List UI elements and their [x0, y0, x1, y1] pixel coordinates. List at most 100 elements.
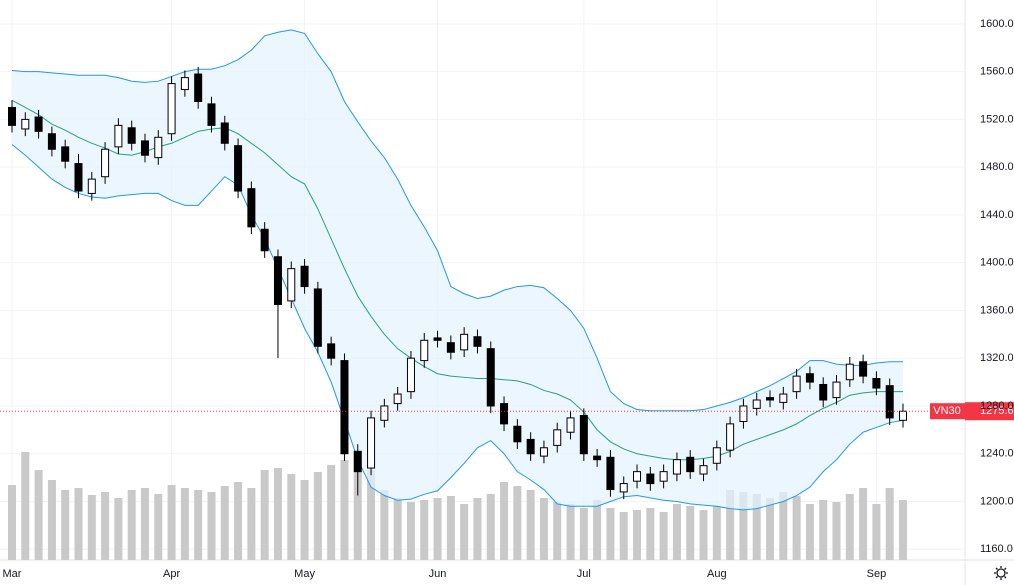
candle-body	[752, 399, 761, 409]
gear-teeth[interactable]	[994, 566, 1008, 580]
candle-body	[712, 447, 721, 464]
y-tick-label: 1480.0	[980, 161, 1014, 173]
gear[interactable]	[996, 568, 1006, 578]
volume-bar	[34, 470, 43, 560]
candle-body	[739, 405, 748, 422]
candle-body	[659, 471, 668, 482]
candle-body	[353, 450, 362, 473]
volume-bar	[460, 504, 469, 560]
volume-bar	[167, 485, 176, 560]
volume-bar	[712, 506, 721, 560]
volume-bar	[752, 494, 761, 560]
y-tick-label: 1520.0	[980, 113, 1014, 125]
candle-body	[74, 163, 83, 192]
volume-bar	[247, 488, 256, 560]
volume-bar	[686, 506, 695, 560]
candle-body	[21, 118, 30, 130]
candle-body	[872, 378, 881, 389]
candle-body	[460, 333, 469, 351]
candle-body	[367, 417, 376, 469]
volume-bar	[606, 508, 615, 560]
candle-body	[539, 447, 548, 457]
settings-icon[interactable]	[994, 566, 1008, 580]
candle-body	[300, 265, 309, 288]
volume-bar	[353, 450, 362, 560]
volume-bar	[473, 498, 482, 560]
y-tick-label: 1280.0	[980, 400, 1014, 412]
candle-body	[154, 136, 163, 159]
volume-bar	[699, 510, 708, 560]
volume-bar	[234, 482, 243, 560]
volume-bar	[327, 465, 336, 560]
volume-bar	[207, 492, 216, 560]
candle-body	[885, 385, 894, 419]
candle-body	[340, 360, 349, 455]
volume-bar	[154, 494, 163, 560]
candle-body	[486, 348, 495, 407]
candle-body	[393, 393, 402, 405]
y-tick-label: 1160.0	[980, 543, 1013, 555]
volume-bar	[260, 470, 269, 560]
volume-bar	[406, 502, 415, 560]
volume-bar	[899, 500, 907, 560]
y-tick-label: 1240.0	[980, 448, 1014, 460]
volume-bar	[779, 492, 788, 560]
volume-bar	[486, 494, 495, 560]
volume-bar	[220, 486, 229, 560]
volume-bar	[140, 488, 149, 560]
volume-bar	[47, 480, 56, 560]
volume-bar	[194, 490, 203, 560]
candle-body	[606, 456, 615, 491]
y-tick-label: 1320.0	[980, 352, 1014, 364]
candle-body	[420, 339, 429, 362]
volume-bar	[393, 498, 402, 560]
candle-body	[140, 140, 149, 156]
candle-body	[8, 106, 16, 126]
candle-body	[726, 423, 735, 451]
x-tick-label: Sep	[867, 568, 887, 580]
candle-body	[792, 375, 801, 393]
candle-body	[260, 228, 269, 252]
x-tick-label: Mar	[3, 568, 22, 580]
candle-body	[47, 133, 56, 150]
x-tick-label: May	[294, 568, 315, 580]
volume-bar	[340, 460, 349, 560]
candle-body	[526, 438, 535, 455]
candle-body	[101, 148, 110, 178]
volume-bar	[180, 488, 189, 560]
volume-bar	[61, 490, 70, 560]
x-tick-label: Jul	[577, 568, 591, 580]
volume-bar	[832, 502, 841, 560]
volume-bar	[805, 504, 814, 560]
candle-body	[859, 361, 868, 377]
band-fill	[12, 29, 903, 510]
volume-bar	[646, 508, 655, 560]
y-tick-label: 1600.0	[980, 18, 1014, 30]
band-upper	[11, 29, 903, 412]
candle-body	[220, 122, 229, 144]
candle-body	[686, 456, 695, 473]
volume-bar	[21, 452, 30, 560]
candle-body	[234, 145, 243, 192]
volume-bar	[87, 495, 96, 560]
candle-body	[406, 357, 415, 393]
candle-body	[566, 417, 575, 433]
price-tag	[965, 402, 1014, 421]
candle-body	[779, 393, 788, 403]
candle-body	[766, 397, 775, 401]
volume-bar	[819, 500, 828, 560]
y-tick-label: 1440.0	[980, 209, 1014, 221]
candle-body	[167, 83, 176, 135]
volume-bar	[74, 488, 83, 560]
volume-bar	[380, 490, 389, 560]
volume-bar	[579, 508, 588, 560]
volume-bar	[672, 504, 681, 560]
axis-layer: 1160.0 1200.0 1240.0 1280.0 1320.0 1360.0 1400…	[3, 18, 1014, 580]
candle-body	[899, 410, 907, 421]
candle-body	[819, 383, 828, 401]
candle-body	[127, 127, 136, 144]
volume-bar	[433, 498, 442, 560]
candle-body	[313, 288, 322, 347]
volume-bar	[500, 482, 509, 560]
